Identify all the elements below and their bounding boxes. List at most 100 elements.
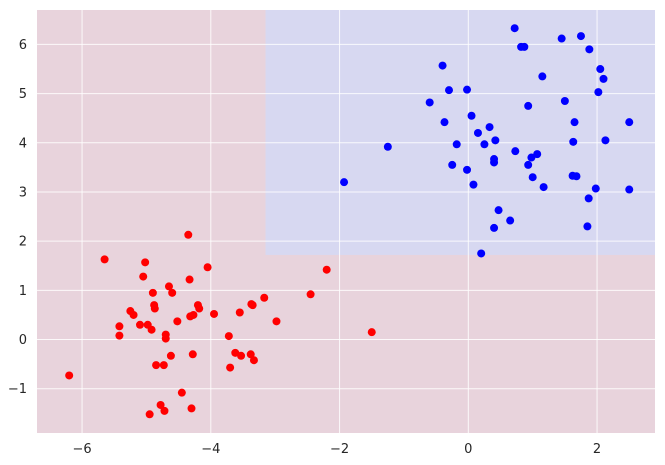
- point-class-1: [445, 86, 453, 95]
- point-class-1: [490, 223, 499, 232]
- point-class-0: [210, 309, 219, 318]
- point-class-0: [249, 356, 258, 365]
- decision-regions: [37, 10, 655, 433]
- point-class-0: [185, 275, 194, 284]
- point-class-1: [533, 150, 542, 159]
- point-class-1: [594, 88, 603, 97]
- point-class-1: [572, 172, 581, 181]
- x-tick-label: 0: [464, 442, 472, 457]
- point-class-1: [340, 178, 349, 187]
- x-tick-label: 2: [593, 442, 601, 457]
- point-class-1: [584, 194, 593, 203]
- point-class-1: [463, 85, 472, 94]
- point-class-1: [490, 158, 499, 167]
- x-tick-label: −2: [330, 442, 349, 457]
- point-class-0: [260, 293, 269, 302]
- x-tick-label: −6: [72, 442, 91, 457]
- point-class-1: [485, 123, 494, 132]
- point-class-0: [147, 325, 156, 334]
- point-class-1: [520, 42, 529, 51]
- point-class-0: [136, 320, 144, 329]
- point-class-0: [139, 272, 148, 281]
- point-class-1: [452, 140, 461, 149]
- point-class-0: [224, 332, 233, 341]
- point-class-1: [596, 65, 605, 74]
- point-class-1: [425, 98, 434, 107]
- point-class-1: [570, 118, 579, 127]
- point-class-0: [115, 322, 124, 331]
- point-class-1: [438, 61, 447, 70]
- point-class-0: [115, 331, 124, 340]
- point-class-1: [511, 147, 520, 156]
- point-class-1: [440, 118, 449, 127]
- point-class-0: [189, 310, 198, 319]
- point-class-1: [506, 216, 515, 225]
- point-class-0: [248, 301, 257, 310]
- point-class-1: [524, 160, 533, 169]
- y-tick-label: 6: [19, 38, 27, 53]
- point-class-1: [510, 24, 519, 33]
- point-class-1: [599, 74, 608, 83]
- point-class-1: [539, 183, 548, 192]
- y-tick-label: −1: [8, 382, 27, 397]
- point-class-0: [159, 361, 168, 370]
- y-tick-label: 3: [19, 185, 27, 200]
- point-class-1: [576, 32, 585, 41]
- point-class-1: [601, 136, 610, 145]
- point-class-0: [322, 265, 331, 274]
- point-class-1: [467, 111, 476, 120]
- point-class-0: [129, 310, 138, 319]
- point-class-0: [188, 350, 197, 359]
- point-class-0: [168, 288, 177, 297]
- point-class-0: [100, 255, 109, 264]
- point-class-1: [448, 160, 457, 169]
- y-tick-label: 1: [19, 284, 27, 299]
- point-class-1: [473, 128, 482, 137]
- point-class-1: [591, 184, 600, 193]
- point-class-1: [583, 222, 592, 231]
- point-class-0: [65, 371, 74, 380]
- point-class-0: [195, 304, 204, 313]
- point-class-1: [383, 142, 392, 151]
- point-class-0: [160, 406, 169, 415]
- point-class-0: [145, 410, 154, 419]
- point-class-0: [161, 334, 170, 343]
- point-class-0: [184, 230, 193, 239]
- x-axis-ticks: −6 −4 −2 0 2: [72, 442, 601, 457]
- gridlines: [37, 10, 655, 433]
- point-class-0: [226, 363, 235, 372]
- point-class-1: [494, 206, 503, 215]
- y-tick-label: 4: [19, 136, 27, 151]
- point-class-0: [272, 317, 281, 326]
- point-class-1: [625, 118, 634, 127]
- point-class-0: [177, 388, 186, 397]
- point-class-0: [187, 404, 196, 413]
- point-class-1: [463, 165, 472, 174]
- point-class-0: [173, 317, 182, 326]
- point-class-0: [141, 258, 150, 267]
- point-class-0: [246, 350, 255, 359]
- point-class-1: [477, 249, 486, 258]
- point-class-1: [491, 136, 500, 145]
- x-tick-label: −4: [201, 442, 220, 457]
- point-class-1: [469, 180, 478, 189]
- point-class-0: [164, 282, 173, 291]
- point-class-0: [367, 328, 376, 337]
- point-class-0: [148, 288, 157, 297]
- point-class-1: [569, 137, 578, 146]
- point-class-0: [152, 361, 161, 370]
- point-class-1: [560, 96, 569, 105]
- point-class-1: [524, 101, 533, 110]
- point-class-1: [528, 173, 537, 182]
- y-tick-label: 5: [19, 87, 27, 102]
- point-class-1: [480, 140, 489, 149]
- point-class-0: [237, 351, 246, 360]
- point-class-1: [557, 34, 566, 43]
- data-points: [65, 24, 634, 419]
- point-class-0: [235, 308, 244, 317]
- point-class-1: [527, 153, 536, 162]
- point-class-0: [306, 290, 315, 299]
- point-class-1: [585, 45, 594, 54]
- y-axis-ticks: −1 0 1 2 3 4 5 6: [8, 38, 27, 397]
